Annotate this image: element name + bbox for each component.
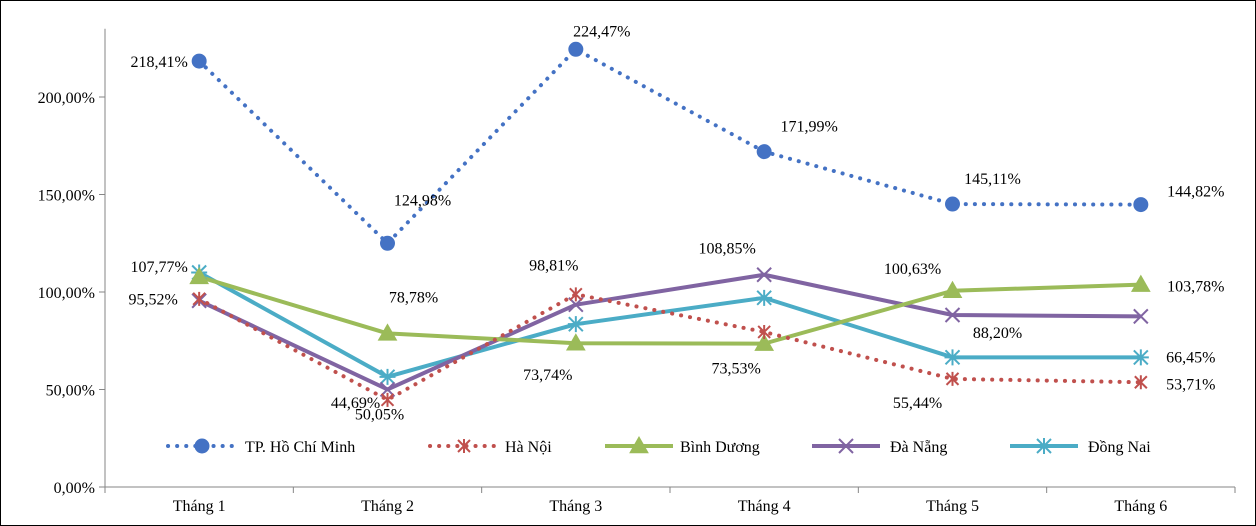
data-point-marker [945,371,960,386]
data-point-marker [379,368,396,385]
data-point-marker [565,333,586,351]
data-label: 108,85% [699,241,756,258]
data-point-marker [757,324,771,339]
chart-data-labels: 218,41% 124,98% 224,47% 171,99% 145,11% 144,8… [129,23,1225,423]
data-point-marker [756,289,773,306]
legend-marker [838,438,854,454]
data-label: 98,81% [529,257,578,274]
data-point-marker [944,307,961,323]
data-label: 171,99% [781,119,838,136]
data-point-marker [1130,274,1151,292]
data-label: 73,53% [712,361,761,378]
data-point-marker [568,41,584,57]
data-point-marker [569,287,583,302]
legend-label: Bình Dương [680,439,760,456]
data-point-marker [380,392,395,407]
x-tick-label: Tháng 1 [173,498,226,515]
x-tick-label: Tháng 3 [549,498,602,515]
legend-marker [457,439,471,453]
data-label: 44,69% [331,395,380,412]
data-point-marker [1133,308,1149,325]
data-point-marker [945,196,960,212]
data-label: 218,41% [131,54,188,71]
chart-markers [189,41,1151,407]
data-point-marker [756,267,772,283]
x-tick-label: Tháng 6 [1114,498,1167,515]
data-point-marker [377,323,398,341]
data-point-marker [756,144,772,160]
data-label: 88,20% [973,325,1022,342]
chart-axes: 0,00% 50,00% 100,00% 150,00% 200,00% Tháng 1 T… [38,28,1236,515]
legend-marker [1036,438,1052,454]
data-point-marker [1133,197,1149,213]
data-label: 73,74% [523,367,572,384]
data-point-marker [380,235,395,251]
x-tick-label: Tháng 2 [361,498,414,515]
series-line [198,270,1141,379]
data-label: 50,05% [355,406,404,423]
legend-marker [629,435,649,454]
data-point-marker [1134,375,1148,390]
data-label: 107,77% [131,259,188,276]
legend-label: TP. Hồ Chí Minh [245,439,355,456]
data-label: 103,78% [1167,279,1224,296]
data-label: 144,82% [1167,184,1224,201]
data-point-marker [754,333,775,351]
y-tick-label: 100,00% [38,285,95,302]
chart-legend: TP. Hồ Chí Minh Hà Nội Bình Dương Đà Nẵng Đồ… [166,435,1151,456]
y-tick-label: 150,00% [38,188,95,205]
data-label: 95,52% [129,292,178,309]
y-tick-label: 0,00% [54,480,95,497]
data-point-marker [189,266,210,285]
y-tick-label: 50,00% [46,383,95,400]
data-label: 100,63% [884,261,941,278]
x-tick-label: Tháng 5 [926,498,979,515]
y-tick-label: 200,00% [38,90,95,107]
series-line [197,47,1143,246]
series-line [198,274,1141,346]
series-line [198,272,1141,392]
data-point-marker [1132,349,1149,366]
data-point-marker [942,280,963,299]
data-label: 145,11% [964,171,1021,188]
series-line [197,292,1143,402]
legend-marker [194,438,210,454]
data-point-marker [192,291,206,306]
data-label: 78,78% [389,289,438,306]
data-point-marker [944,349,961,366]
legend-label: Hà Nội [505,439,552,456]
data-point-marker [191,53,207,69]
data-label: 55,44% [893,395,942,412]
x-tick-label: Tháng 4 [738,498,791,515]
legend-label: Đà Nẵng [890,439,947,456]
chart-series-lines [197,47,1143,402]
data-label: 53,71% [1166,376,1215,393]
data-label: 224,47% [573,23,630,40]
data-point-marker [567,316,584,333]
data-label: 66,45% [1166,349,1215,366]
data-label: 124,98% [394,192,451,209]
legend-label: Đồng Nai [1088,439,1151,456]
